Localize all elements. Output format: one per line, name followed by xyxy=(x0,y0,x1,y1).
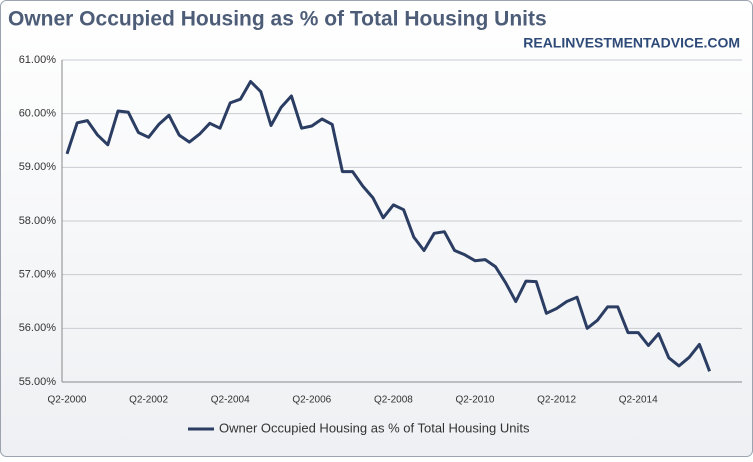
y-tick-label: 57.00% xyxy=(19,269,57,281)
y-tick-label: 61.00% xyxy=(19,54,57,66)
x-tick-label: Q2-2008 xyxy=(374,395,413,406)
x-tick-label: Q2-2006 xyxy=(292,395,331,406)
x-tick-label: Q2-2004 xyxy=(211,395,250,406)
x-tick-label: Q2-2002 xyxy=(129,395,168,406)
y-tick-label: 60.00% xyxy=(19,108,57,120)
chart-title: Owner Occupied Housing as % of Total Hou… xyxy=(8,8,547,31)
x-tick-label: Q2-2012 xyxy=(537,395,576,406)
x-tick-label: Q2-2014 xyxy=(619,395,658,406)
x-tick-label: Q2-2010 xyxy=(456,395,495,406)
y-tick-label: 56.00% xyxy=(19,322,57,334)
y-tick-label: 58.00% xyxy=(19,215,57,227)
y-tick-label: 55.00% xyxy=(19,376,57,388)
y-tick-label: 59.00% xyxy=(19,161,57,173)
data-line xyxy=(65,80,712,372)
legend-label: Owner Occupied Housing as % of Total Hou… xyxy=(219,420,530,435)
watermark: REALINVESTMENTADVICE.COM xyxy=(523,35,740,51)
x-tick-label: Q2-2000 xyxy=(48,395,87,406)
